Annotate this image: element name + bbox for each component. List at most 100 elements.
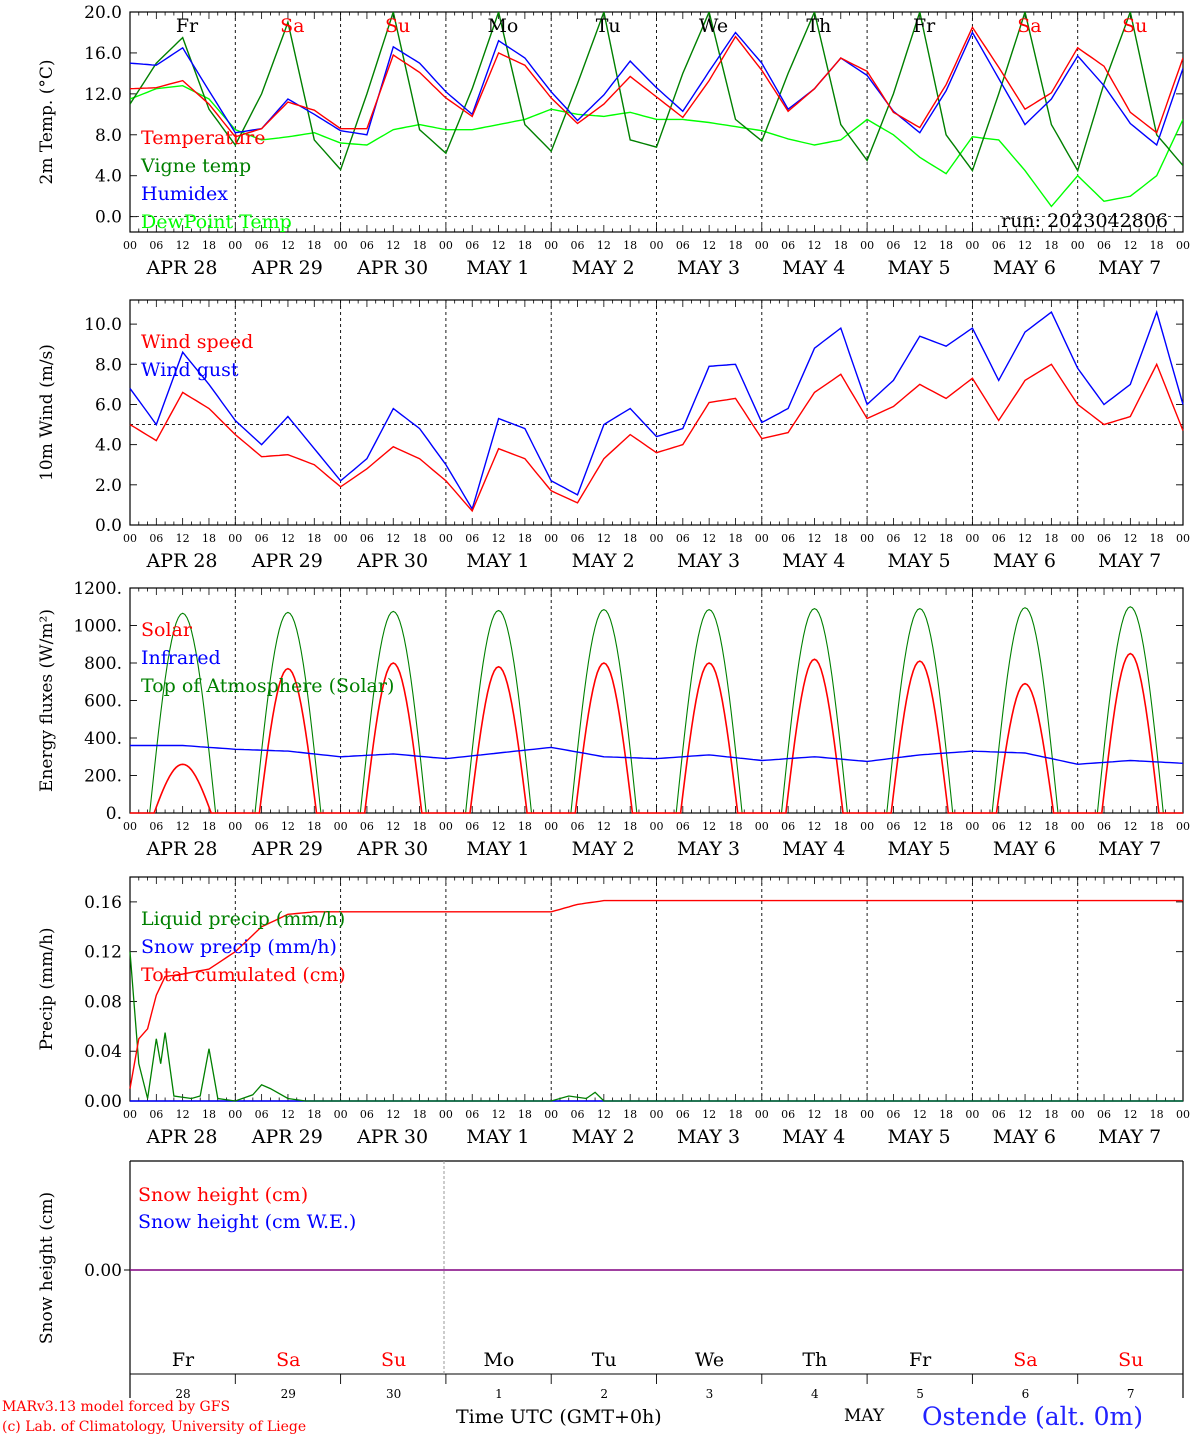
legend-entry: Snow height (cm) bbox=[138, 1184, 308, 1206]
time-axis-label: Time UTC (GMT+0h) bbox=[456, 1406, 662, 1428]
hour-tick-label: 00 bbox=[965, 532, 979, 545]
hour-tick-label: 18 bbox=[623, 1108, 637, 1121]
wind-speed-line bbox=[129, 362, 1184, 513]
date-label: MAY 4 bbox=[782, 1126, 845, 1148]
hour-tick-label: 12 bbox=[1123, 820, 1137, 833]
date-label: MAY 4 bbox=[782, 550, 845, 572]
y-tick-label: 0.16 bbox=[84, 893, 122, 913]
y-tick-label: 1200. bbox=[73, 579, 122, 599]
hour-tick-label: 18 bbox=[413, 820, 427, 833]
hour-tick-label: 18 bbox=[1044, 532, 1058, 545]
y-tick-label: 10.0 bbox=[84, 315, 122, 335]
date-label: APR 29 bbox=[251, 838, 323, 860]
hour-tick-label: 06 bbox=[465, 820, 479, 833]
hour-tick-label: 00 bbox=[755, 239, 769, 252]
humidex-line bbox=[130, 30, 1183, 147]
date-label: MAY 1 bbox=[466, 550, 529, 572]
legend-entry: Wind speed bbox=[141, 331, 253, 353]
date-label: MAY 3 bbox=[677, 1126, 740, 1148]
day-number-label: 5 bbox=[916, 1387, 924, 1401]
weekday-label: Fr bbox=[909, 1349, 932, 1371]
hour-tick-label: 00 bbox=[439, 1108, 453, 1121]
hour-tick-label: 00 bbox=[860, 1108, 874, 1121]
legend-entry: Total cumulated (cm) bbox=[141, 964, 346, 986]
day-number-label: 3 bbox=[706, 1387, 714, 1401]
legend-entry: Snow height (cm W.E.) bbox=[138, 1211, 356, 1233]
y-tick-label: 1000. bbox=[73, 617, 122, 637]
hour-tick-label: 00 bbox=[755, 1108, 769, 1121]
infrared-line bbox=[130, 744, 1184, 766]
date-label: MAY 2 bbox=[572, 550, 635, 572]
hour-tick-label: 12 bbox=[702, 820, 716, 833]
day-number-label: 1 bbox=[495, 1387, 503, 1401]
hour-tick-label: 06 bbox=[781, 239, 795, 252]
total-cumulated-line bbox=[129, 899, 1183, 1089]
weekday-label: Sa bbox=[1013, 1349, 1037, 1371]
date-label: MAY 2 bbox=[572, 838, 635, 860]
hour-tick-label: 18 bbox=[623, 820, 637, 833]
hour-tick-label: 00 bbox=[334, 239, 348, 252]
hour-tick-label: 12 bbox=[1018, 532, 1032, 545]
day-number-label: 30 bbox=[386, 1387, 401, 1401]
hour-tick-label: 00 bbox=[544, 820, 558, 833]
hour-tick-label: 18 bbox=[1044, 820, 1058, 833]
hour-tick-label: 00 bbox=[123, 820, 137, 833]
hour-tick-label: 18 bbox=[413, 532, 427, 545]
hour-tick-label: 12 bbox=[1123, 532, 1137, 545]
model-credit-line: MARv3.13 model forced by GFS bbox=[2, 1399, 231, 1415]
date-label: APR 29 bbox=[251, 257, 323, 279]
date-label: MAY 1 bbox=[466, 1126, 529, 1148]
hour-tick-label: 18 bbox=[728, 239, 742, 252]
hour-tick-label: 12 bbox=[492, 820, 506, 833]
date-label: APR 28 bbox=[145, 838, 217, 860]
hour-tick-label: 18 bbox=[1150, 239, 1164, 252]
y-axis-title-3: Energy fluxes (W/m²) bbox=[37, 609, 57, 792]
hour-tick-label: 00 bbox=[334, 532, 348, 545]
day-number-label: 29 bbox=[281, 1387, 296, 1401]
date-label: APR 28 bbox=[145, 550, 217, 572]
date-label: MAY 6 bbox=[993, 257, 1056, 279]
hour-tick-label: 06 bbox=[676, 820, 690, 833]
y-tick-label: 0.00 bbox=[84, 1261, 122, 1281]
hour-tick-label: 06 bbox=[886, 532, 900, 545]
hour-tick-label: 06 bbox=[992, 239, 1006, 252]
hour-tick-label: 00 bbox=[1071, 532, 1085, 545]
date-label: MAY 4 bbox=[782, 257, 845, 279]
hour-tick-label: 00 bbox=[860, 239, 874, 252]
date-label: MAY 1 bbox=[466, 257, 529, 279]
hour-tick-label: 00 bbox=[544, 532, 558, 545]
hour-tick-label: 18 bbox=[623, 239, 637, 252]
y-tick-label: 0.12 bbox=[84, 943, 122, 963]
hour-tick-label: 18 bbox=[1150, 820, 1164, 833]
legend-entry: Temperature bbox=[141, 127, 265, 149]
hour-tick-label: 00 bbox=[334, 820, 348, 833]
hour-tick-label: 18 bbox=[518, 239, 532, 252]
weekday-label: Th bbox=[806, 15, 831, 37]
date-label: MAY 6 bbox=[993, 1126, 1056, 1148]
hour-tick-label: 12 bbox=[492, 1108, 506, 1121]
hour-tick-label: 00 bbox=[650, 1108, 664, 1121]
y-tick-label: 0.04 bbox=[84, 1042, 122, 1062]
hour-tick-label: 12 bbox=[386, 1108, 400, 1121]
weekday-label: We bbox=[695, 1349, 724, 1371]
y-tick-label: 0.0 bbox=[95, 208, 122, 228]
hour-tick-label: 00 bbox=[650, 820, 664, 833]
hour-tick-label: 12 bbox=[281, 820, 295, 833]
legend-entry: Infrared bbox=[141, 647, 221, 669]
hour-tick-label: 00 bbox=[228, 1108, 242, 1121]
weekday-label: Tu bbox=[596, 15, 621, 37]
hour-tick-label: 06 bbox=[781, 820, 795, 833]
hour-tick-label: 18 bbox=[939, 239, 953, 252]
hour-tick-label: 06 bbox=[255, 820, 269, 833]
hour-tick-label: 06 bbox=[360, 239, 374, 252]
hour-tick-label: 12 bbox=[492, 239, 506, 252]
hour-tick-label: 12 bbox=[386, 820, 400, 833]
hour-tick-label: 06 bbox=[149, 532, 163, 545]
hour-tick-label: 12 bbox=[702, 239, 716, 252]
hour-tick-label: 00 bbox=[1071, 239, 1085, 252]
hour-tick-label: 00 bbox=[334, 1108, 348, 1121]
hour-tick-label: 00 bbox=[123, 239, 137, 252]
legend-entry: Wind gust bbox=[141, 359, 239, 381]
hour-tick-label: 12 bbox=[913, 820, 927, 833]
hour-tick-label: 18 bbox=[307, 532, 321, 545]
